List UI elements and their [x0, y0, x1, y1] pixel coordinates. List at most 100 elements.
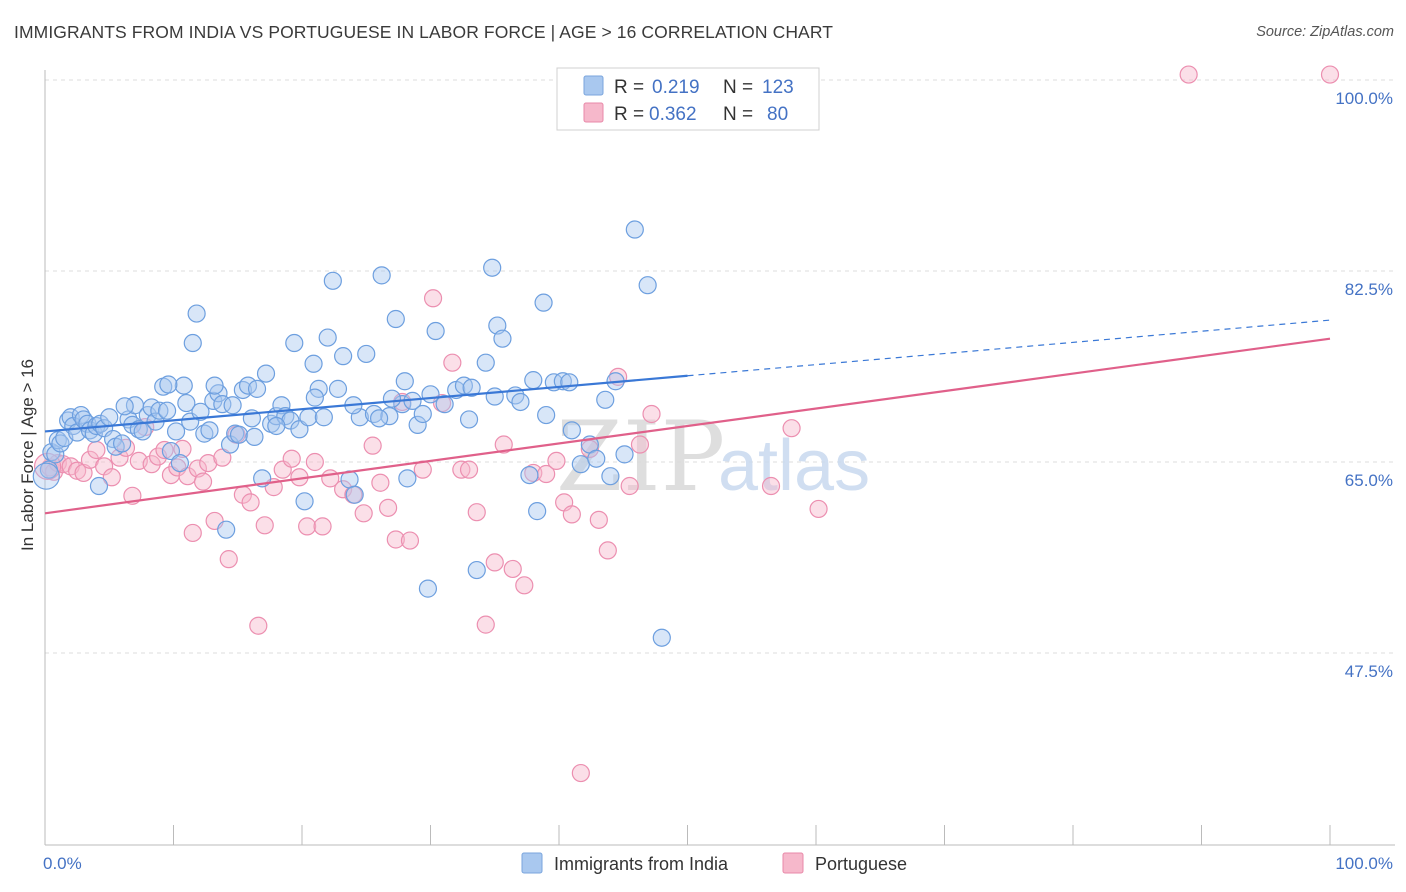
point-india-110	[625, 220, 644, 239]
point-india-2	[46, 445, 65, 464]
point-portuguese-78	[782, 419, 801, 438]
point-india-56	[256, 364, 276, 383]
point-india-96	[493, 329, 512, 348]
point-portuguese-16	[142, 455, 161, 474]
point-india-92	[467, 560, 486, 580]
point-portuguese-57	[459, 460, 479, 479]
point-portuguese-48	[378, 498, 398, 517]
point-portuguese-60	[485, 553, 504, 572]
point-india-104	[571, 455, 590, 474]
point-india-41	[191, 402, 210, 421]
point-portuguese-45	[354, 504, 373, 523]
point-portuguese-74	[620, 476, 639, 496]
point-india-65	[299, 408, 318, 427]
point-india-43	[200, 421, 219, 440]
point-india-84	[408, 415, 427, 434]
point-india-117	[223, 396, 242, 415]
point-india-98	[520, 465, 539, 485]
point-portuguese-77	[761, 476, 781, 496]
legend-r-label-2: R =	[614, 104, 644, 125]
point-india-36	[174, 376, 193, 395]
point-india-35	[170, 453, 190, 473]
legend-r-label-1: R =	[614, 77, 644, 98]
point-india-85	[413, 404, 432, 424]
x-tick-label-0: 0.0%	[43, 854, 82, 873]
point-india-76	[357, 344, 376, 364]
point-portuguese-39	[298, 517, 317, 536]
point-india-123	[382, 389, 402, 408]
point-india-125	[421, 385, 440, 404]
series-legend: Immigrants from India Portuguese	[521, 852, 907, 874]
legend-label-portuguese: Portuguese	[815, 854, 907, 874]
point-india-128	[511, 392, 530, 412]
point-india-127	[485, 387, 504, 406]
trend-lines	[44, 319, 1331, 515]
point-india-18	[100, 408, 119, 427]
point-portuguese-56	[452, 460, 471, 479]
point-portuguese-33	[249, 616, 268, 635]
x-tick-label-1: 100.0%	[1335, 854, 1393, 873]
point-portuguese-43	[334, 480, 353, 499]
point-india-39	[183, 333, 202, 353]
point-india-103	[560, 373, 579, 392]
chart-title: IMMIGRANTS FROM INDIA VS PORTUGUESE IN L…	[14, 22, 834, 42]
legend-n-value-2: 80	[767, 104, 788, 125]
point-portuguese-32	[241, 493, 260, 512]
grid-lines	[45, 79, 1395, 654]
y-tick-label-1: 65.0%	[1345, 471, 1393, 490]
point-india-107	[596, 390, 615, 409]
point-portuguese-41	[313, 517, 332, 536]
point-india-118	[245, 427, 264, 446]
point-portuguese-68	[562, 505, 581, 524]
point-portuguese-8	[87, 440, 106, 460]
point-india-119	[267, 416, 286, 436]
legend-n-value-1: 123	[762, 77, 794, 98]
point-india-37	[177, 393, 196, 413]
point-india-87	[426, 321, 445, 341]
watermark-atlas: atlas	[718, 426, 870, 506]
chart-source: Source: ZipAtlas.com	[1256, 24, 1394, 40]
legend-swatch-portuguese	[782, 852, 804, 874]
point-india-113	[89, 476, 109, 496]
point-portuguese-66	[547, 451, 566, 471]
point-india-71	[328, 379, 348, 398]
trend-line-india-extension	[687, 319, 1331, 377]
point-portuguese-29	[219, 550, 238, 569]
point-india-80	[386, 309, 405, 329]
point-india-132	[601, 467, 620, 486]
point-portuguese-51	[400, 531, 420, 550]
point-india-64	[295, 492, 314, 511]
point-portuguese-61	[494, 435, 513, 454]
point-india-111	[638, 276, 657, 295]
point-portuguese-10	[102, 468, 121, 487]
point-india-88	[435, 395, 454, 414]
point-india-42	[195, 424, 214, 443]
y-axis-label: In Labor Force | Age > 16	[18, 359, 37, 551]
point-india-34	[166, 422, 186, 441]
trend-line-portuguese	[44, 337, 1331, 515]
point-india-70	[323, 271, 342, 290]
point-india-86	[418, 579, 438, 598]
point-india-100	[534, 293, 553, 312]
legend-n-label-1: N =	[723, 77, 753, 98]
point-india-78	[372, 266, 391, 285]
point-india-115	[159, 375, 178, 394]
point-portuguese-62	[503, 559, 522, 579]
point-portuguese-21	[173, 439, 192, 459]
point-portuguese-40	[305, 452, 324, 472]
point-portuguese-top-0	[1179, 65, 1198, 84]
point-india-120	[305, 388, 324, 407]
point-portuguese-11	[110, 448, 129, 467]
trend-line-india	[44, 374, 688, 433]
legend-swatch-pink	[583, 102, 604, 123]
point-india-126	[459, 410, 479, 429]
point-portuguese-34	[255, 516, 274, 535]
legend-r-value-2: 0.362	[649, 104, 697, 125]
point-portuguese-6	[74, 463, 93, 483]
point-portuguese-71	[589, 510, 608, 529]
point-portuguese-76	[642, 404, 661, 424]
y-tick-label-3: 100.0%	[1335, 89, 1393, 108]
legend-label-india: Immigrants from India	[554, 854, 729, 874]
point-portuguese-49	[386, 530, 405, 549]
